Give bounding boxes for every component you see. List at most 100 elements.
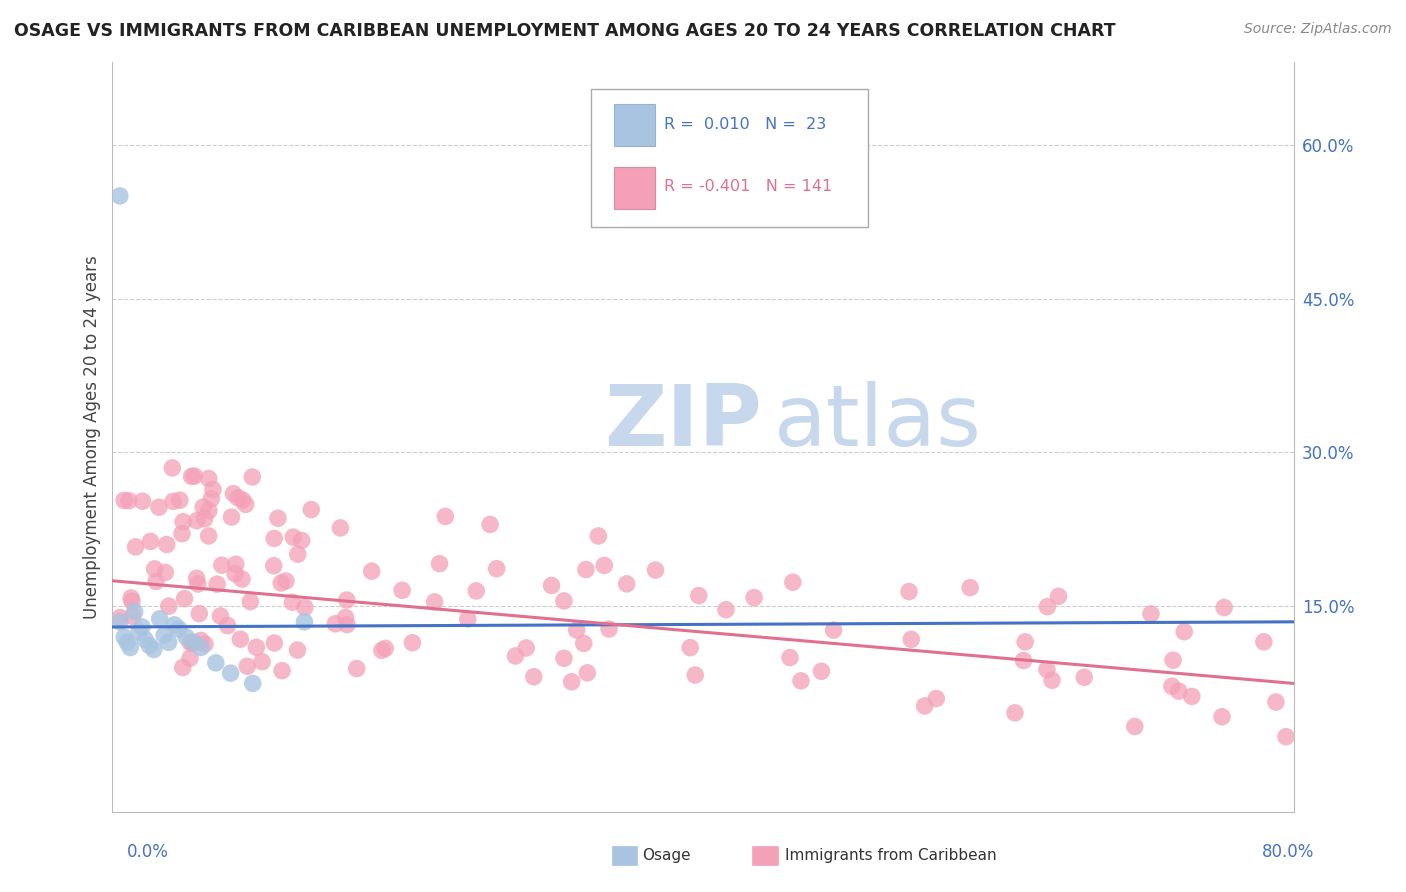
Point: [170, 526, 193, 541]
Point: [434, 509, 457, 524]
Point: [187, 577, 209, 591]
Point: [782, 575, 804, 590]
Point: [267, 511, 290, 525]
Point: [1264, 695, 1286, 709]
Point: [900, 632, 922, 647]
Point: [124, 540, 146, 554]
Point: [108, 610, 131, 624]
Point: [174, 630, 197, 644]
Point: [190, 640, 212, 655]
Point: [205, 656, 228, 670]
Point: [198, 504, 221, 518]
FancyBboxPatch shape: [591, 88, 869, 227]
Point: [183, 469, 205, 483]
Point: [225, 558, 247, 572]
Point: [1123, 719, 1146, 733]
Point: [270, 576, 292, 591]
Point: [401, 636, 423, 650]
Point: [914, 698, 936, 713]
Point: [810, 665, 832, 679]
Point: [742, 591, 765, 605]
Point: [485, 562, 508, 576]
Point: [283, 530, 305, 544]
Point: [683, 668, 706, 682]
Point: [240, 470, 263, 484]
Point: [1047, 589, 1070, 603]
FancyBboxPatch shape: [614, 167, 655, 209]
Point: [183, 635, 205, 649]
Y-axis label: Unemployment Among Ages 20 to 24 years: Unemployment Among Ages 20 to 24 years: [83, 255, 101, 619]
Point: [120, 591, 142, 605]
Point: [131, 620, 153, 634]
Point: [219, 666, 242, 681]
Point: [239, 594, 262, 608]
Point: [121, 609, 143, 624]
Point: [156, 537, 179, 551]
Point: [572, 636, 595, 650]
Point: [1040, 673, 1063, 688]
Point: [505, 648, 527, 663]
Point: [153, 628, 176, 642]
Text: 80.0%: 80.0%: [1263, 843, 1315, 861]
Point: [194, 637, 217, 651]
Point: [167, 622, 190, 636]
Point: [162, 461, 184, 475]
Point: [108, 615, 131, 629]
Point: [1036, 599, 1059, 614]
Point: [224, 566, 246, 581]
Point: [236, 659, 259, 673]
Point: [457, 612, 479, 626]
Point: [245, 640, 267, 655]
Point: [515, 640, 537, 655]
Point: [565, 623, 588, 637]
Text: 0.0%: 0.0%: [127, 843, 169, 861]
Point: [323, 616, 346, 631]
Point: [197, 529, 219, 543]
Point: [108, 189, 131, 203]
Point: [479, 517, 502, 532]
Point: [371, 643, 394, 657]
Point: [186, 571, 208, 585]
Point: [959, 581, 981, 595]
Point: [221, 510, 243, 524]
Point: [172, 660, 194, 674]
Point: [229, 632, 252, 647]
Point: [226, 491, 249, 505]
Point: [1275, 730, 1298, 744]
Point: [823, 623, 845, 637]
Point: [149, 612, 172, 626]
Point: [1073, 670, 1095, 684]
Point: [271, 664, 294, 678]
Point: [329, 521, 352, 535]
Point: [145, 574, 167, 589]
Point: [1167, 684, 1189, 698]
Point: [291, 533, 314, 548]
Point: [142, 642, 165, 657]
Point: [201, 483, 224, 497]
Point: [148, 500, 170, 515]
Point: [128, 625, 150, 640]
Point: [779, 650, 801, 665]
Point: [263, 636, 285, 650]
Point: [287, 643, 309, 657]
Point: [561, 674, 583, 689]
Point: [1213, 600, 1236, 615]
Point: [429, 557, 451, 571]
Point: [714, 603, 737, 617]
Point: [155, 566, 177, 580]
Point: [576, 665, 599, 680]
Point: [679, 640, 702, 655]
Point: [172, 515, 194, 529]
Point: [1181, 690, 1204, 704]
Point: [281, 595, 304, 609]
Point: [465, 583, 488, 598]
Point: [292, 615, 315, 629]
Point: [374, 641, 396, 656]
Point: [790, 673, 813, 688]
Point: [179, 651, 201, 665]
Point: [217, 618, 239, 632]
Point: [118, 493, 141, 508]
Point: [143, 562, 166, 576]
Point: [112, 493, 135, 508]
Point: [131, 494, 153, 508]
